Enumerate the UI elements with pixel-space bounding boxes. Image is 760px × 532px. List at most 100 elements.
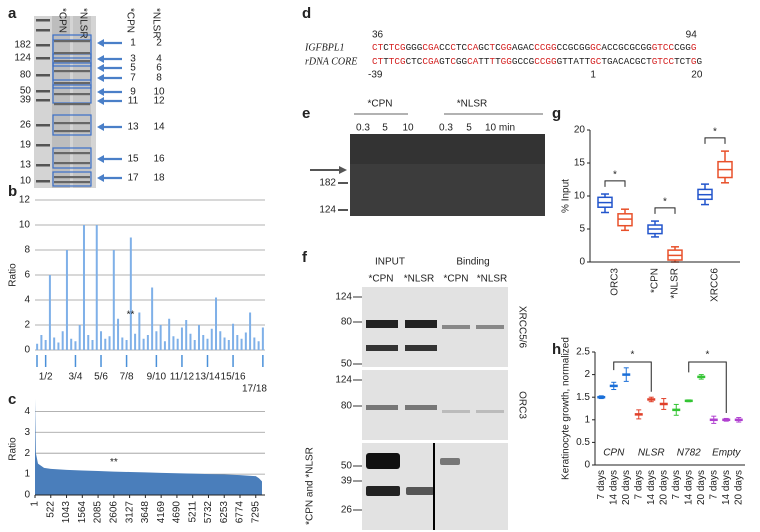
bar — [53, 337, 56, 350]
y-axis-title: Ratio — [8, 263, 19, 287]
gel-band — [36, 74, 50, 77]
x-tick-label: 7295 — [250, 501, 261, 524]
x-tick-label: 7 days — [596, 470, 607, 499]
bar — [129, 237, 132, 350]
y-tick-label: 1 — [24, 469, 30, 480]
panel-label: f — [302, 249, 308, 266]
bar — [253, 337, 256, 350]
series-label: N782 — [677, 448, 701, 459]
base: G — [517, 42, 523, 53]
lane-label: *NLSR — [404, 274, 435, 285]
band-number: 18 — [153, 173, 165, 184]
base: A — [473, 56, 479, 67]
lane-label: *CPN — [368, 274, 393, 285]
base: G — [506, 56, 512, 67]
x-tick-label: 3127 — [124, 501, 135, 524]
base: C — [663, 42, 669, 53]
position: -39 — [368, 70, 383, 81]
bar — [82, 225, 85, 350]
x-tick-label: 1/2 — [39, 372, 53, 383]
bar — [185, 320, 188, 350]
base: A — [473, 42, 479, 53]
x-tick-label: 2606 — [108, 501, 119, 524]
x-tick-label: *CPN — [650, 268, 661, 293]
bar — [125, 340, 128, 350]
mw-marker: 50 — [341, 359, 353, 370]
base: C — [450, 56, 456, 67]
bar — [172, 336, 175, 350]
base: G — [545, 56, 551, 67]
band-number: 15 — [127, 154, 139, 165]
y-axis-title: Keratinocyte growth, normalized — [561, 337, 572, 480]
base: A — [434, 56, 440, 67]
y-tick-label: 6 — [24, 270, 30, 281]
base: T — [478, 56, 484, 67]
y-tick-label: 0.5 — [576, 437, 590, 448]
gel-band — [36, 57, 50, 60]
base: T — [601, 56, 607, 67]
mw-marker: 124 — [335, 292, 352, 303]
y-axis-title: % Input — [561, 179, 572, 213]
band-number: 16 — [153, 154, 165, 165]
base: G — [652, 56, 658, 67]
band-number: 7 — [130, 73, 136, 84]
panel-side-label: ORC3 — [516, 391, 527, 419]
base: T — [389, 56, 395, 67]
y-tick-label: 4 — [24, 406, 30, 417]
base: G — [478, 42, 484, 53]
base: G — [618, 42, 624, 53]
gel-band — [36, 44, 50, 47]
base: C — [417, 56, 423, 67]
gel-band — [36, 19, 50, 22]
base: C — [445, 42, 451, 53]
mw-marker: 50 — [20, 86, 32, 97]
x-tick-label: 15/16 — [221, 372, 246, 383]
base: G — [545, 42, 551, 53]
base: A — [624, 56, 630, 67]
base: G — [462, 56, 468, 67]
y-tick-label: 8 — [24, 245, 30, 256]
time-label: 5 — [466, 123, 472, 134]
significance: * — [663, 197, 667, 208]
base: C — [540, 42, 546, 53]
series-label: CPN — [603, 448, 625, 459]
gel-band — [54, 93, 90, 96]
mw-marker: 26 — [341, 505, 353, 516]
bar — [87, 335, 90, 350]
significance: * — [613, 169, 617, 180]
base: C — [462, 42, 468, 53]
band-number: 10 — [153, 87, 165, 98]
base: C — [629, 56, 635, 67]
base: T — [495, 56, 501, 67]
x-tick-label: 5/6 — [94, 372, 108, 383]
significance-bracket — [688, 361, 727, 414]
time-label: 0.3 — [439, 123, 453, 134]
base: G — [512, 56, 518, 67]
y-tick-label: 3 — [24, 427, 30, 438]
base: T — [378, 56, 384, 67]
base: T — [657, 56, 663, 67]
x-tick-label: 5211 — [187, 501, 198, 523]
y-tick-label: 2.5 — [576, 347, 590, 358]
sequence-name: rDNA CORE — [305, 56, 357, 67]
bar — [240, 338, 243, 350]
gel-band — [366, 405, 398, 410]
x-tick-label: 3648 — [140, 501, 151, 524]
x-tick-label: 7 days — [633, 470, 644, 499]
lane-label: *CPN — [56, 8, 67, 33]
time-label: 10 min — [485, 123, 515, 134]
annotation: ** — [127, 310, 135, 321]
y-tick-label: 0 — [584, 460, 590, 471]
bar — [78, 325, 81, 350]
bar — [210, 328, 213, 350]
base: G — [585, 42, 591, 53]
y-tick-label: 5 — [579, 224, 585, 235]
base: C — [523, 56, 529, 67]
gel-band — [54, 70, 90, 73]
base: T — [579, 56, 585, 67]
arrow-head — [97, 155, 104, 163]
panel-side-label: XRCC5/6 — [516, 306, 527, 349]
base: G — [411, 42, 417, 53]
base: C — [517, 56, 523, 67]
base: C — [484, 42, 490, 53]
